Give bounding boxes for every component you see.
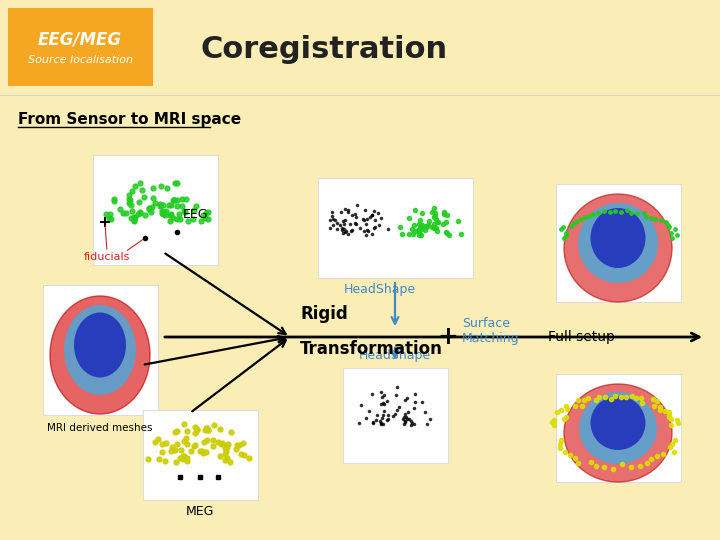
Bar bbox=[8, 8, 153, 86]
Text: MEG: MEG bbox=[186, 505, 214, 518]
Ellipse shape bbox=[50, 296, 150, 414]
Text: HeadShape: HeadShape bbox=[359, 349, 431, 362]
Bar bbox=[92, 155, 217, 265]
Ellipse shape bbox=[564, 384, 672, 482]
Text: EEG/MEG: EEG/MEG bbox=[38, 31, 122, 49]
Ellipse shape bbox=[64, 305, 136, 395]
Text: MRI derived meshes: MRI derived meshes bbox=[48, 423, 153, 433]
Bar bbox=[42, 285, 158, 415]
Text: fiducials: fiducials bbox=[84, 252, 130, 262]
Bar bbox=[343, 368, 448, 462]
Ellipse shape bbox=[74, 313, 126, 377]
Bar bbox=[556, 374, 680, 482]
Bar bbox=[0, 0, 720, 95]
Text: Surface
Matching: Surface Matching bbox=[462, 317, 520, 345]
Ellipse shape bbox=[564, 194, 672, 302]
Text: Coregistration: Coregistration bbox=[200, 36, 447, 64]
Bar bbox=[143, 410, 258, 500]
Text: From Sensor to MRI space: From Sensor to MRI space bbox=[18, 112, 241, 127]
Ellipse shape bbox=[590, 396, 646, 450]
Ellipse shape bbox=[579, 392, 657, 464]
Ellipse shape bbox=[578, 203, 658, 283]
Text: Full setup: Full setup bbox=[548, 330, 615, 344]
Bar bbox=[318, 178, 472, 278]
Bar bbox=[556, 184, 680, 302]
Text: Transformation: Transformation bbox=[300, 340, 443, 358]
Text: +: + bbox=[438, 325, 459, 349]
Ellipse shape bbox=[590, 208, 646, 268]
Text: EEG: EEG bbox=[183, 208, 209, 221]
Text: Source localisation: Source localisation bbox=[27, 55, 132, 65]
Text: HeadShape: HeadShape bbox=[344, 283, 416, 296]
Text: Rigid: Rigid bbox=[300, 305, 348, 323]
